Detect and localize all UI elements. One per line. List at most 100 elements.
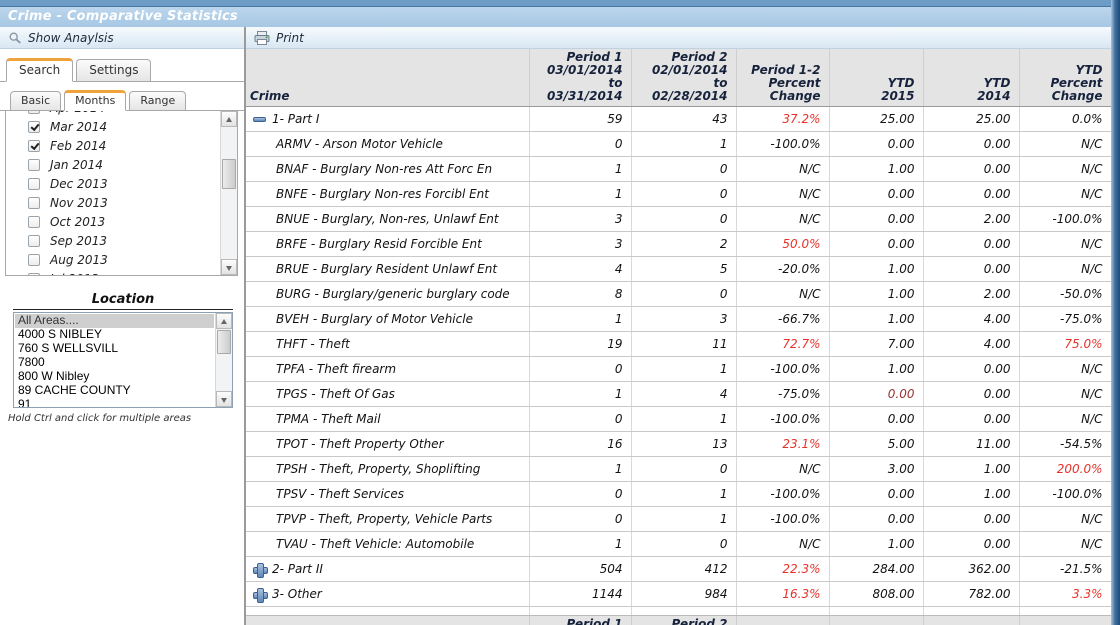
ytd-2014-value: 0.00 bbox=[923, 506, 1020, 532]
period1-value: 1 bbox=[529, 181, 632, 207]
crime-cell: BRFE - Burglary Resid Forcible Ent bbox=[246, 231, 530, 257]
checkbox[interactable] bbox=[28, 234, 40, 247]
checkbox[interactable] bbox=[28, 111, 40, 114]
crime-cell: TPSV - Theft Services bbox=[246, 481, 530, 507]
checkbox[interactable] bbox=[28, 215, 40, 228]
ytd-percent-change-value: 75.0% bbox=[1019, 331, 1112, 357]
crime-cell: TPSH - Theft, Property, Shoplifting bbox=[246, 456, 530, 482]
period1-value: 1 bbox=[529, 456, 632, 482]
table-row-bveh-burglary-of-motor-vehicle: BVEH - Burglary of Motor Vehicle 1 3 -66.7%… bbox=[246, 306, 1112, 332]
ytd-2015-value: 0.00 bbox=[829, 231, 924, 257]
column-header-ytd2014: YTD 2014 bbox=[923, 615, 1020, 625]
location-option-760-s-wellsvill[interactable]: 760 S WELLSVILL bbox=[18, 341, 119, 355]
period2-value: 3 bbox=[631, 306, 737, 332]
search-icon bbox=[9, 31, 21, 44]
location-hint: Hold Ctrl and click for multiple areas bbox=[8, 413, 192, 424]
checkbox[interactable] bbox=[28, 272, 40, 275]
row-label: BURG - Burglary/generic burglary code bbox=[276, 287, 510, 301]
page-scrollbar[interactable] bbox=[1111, 0, 1120, 625]
group-row-label: 3- Other bbox=[246, 587, 529, 603]
scroll-down-button[interactable] bbox=[216, 391, 232, 407]
month-option-jan-2014[interactable]: Jan 2014 bbox=[6, 155, 219, 174]
location-option-4000-s-nibley[interactable]: 4000 S NIBLEY bbox=[18, 327, 103, 341]
location-option-91[interactable]: 91 bbox=[18, 397, 32, 408]
month-option-nov-2013[interactable]: Nov 2013 bbox=[6, 193, 219, 212]
location-scrollbar[interactable] bbox=[215, 313, 232, 407]
month-option-aug-2013[interactable]: Aug 2013 bbox=[6, 250, 219, 269]
month-option-dec-2013[interactable]: Dec 2013 bbox=[6, 174, 219, 193]
group-row-label: 1- Part I bbox=[246, 112, 529, 126]
ytd-2015-value: 284.00 bbox=[829, 556, 924, 582]
scroll-down-button[interactable] bbox=[221, 259, 237, 275]
percent-change-value: 50.0% bbox=[736, 231, 830, 257]
report-area: Print Crime Period 1 03/01/2014 to 03/31/… bbox=[246, 27, 1120, 625]
ytd-2015-value: 5.00 bbox=[829, 431, 924, 457]
collapse-icon[interactable] bbox=[253, 116, 266, 122]
subtab-range[interactable]: Range bbox=[129, 91, 187, 111]
month-option-jul-2013[interactable]: Jul 2013 bbox=[6, 269, 219, 275]
ytd-2014-value: 0.00 bbox=[923, 381, 1020, 407]
row-label: TPSH - Theft, Property, Shoplifting bbox=[276, 462, 481, 476]
table-row-3-other[interactable]: 3- Other 1144 984 16.3% 808.00 782.00 3.3% bbox=[246, 581, 1112, 607]
month-option-apr-2014[interactable]: Apr 2014 bbox=[6, 111, 219, 117]
crime-cell: 3- Other bbox=[246, 581, 530, 607]
percent-change-value: N/C bbox=[736, 181, 830, 207]
period1-value: 19 bbox=[529, 331, 632, 357]
month-option-sep-2013[interactable]: Sep 2013 bbox=[6, 231, 219, 250]
table-row-tpsh-theft-property-shoplifting: TPSH - Theft, Property, Shoplifting 1 0 N/C… bbox=[246, 456, 1112, 482]
location-option-7800[interactable]: 7800 bbox=[18, 355, 45, 369]
expand-icon[interactable] bbox=[253, 562, 268, 578]
tab-search[interactable]: Search bbox=[6, 58, 74, 82]
ytd-2014-value: 1.00 bbox=[923, 456, 1020, 482]
table-row-bnfe-burglary-non-res-forcibl-ent: BNFE - Burglary Non-res Forcibl Ent 1 0 N/C… bbox=[246, 181, 1112, 207]
period1-value: 1 bbox=[529, 156, 632, 182]
table-row-2-part-ii[interactable]: 2- Part II 504 412 22.3% 284.00 362.00 -21.5% bbox=[246, 556, 1112, 582]
percent-change-value: 23.1% bbox=[736, 431, 830, 457]
checkbox-checked[interactable] bbox=[28, 120, 40, 133]
period1-value: 16 bbox=[529, 431, 632, 457]
location-option-89-cache-county[interactable]: 89 CACHE COUNTY bbox=[18, 383, 131, 397]
expand-icon[interactable] bbox=[253, 587, 268, 603]
scrollbar-thumb[interactable] bbox=[217, 330, 231, 354]
printer-icon bbox=[254, 30, 270, 45]
subtab-basic[interactable]: Basic bbox=[10, 91, 62, 111]
row-label: BRFE - Burglary Resid Forcible Ent bbox=[276, 237, 482, 251]
month-option-feb-2014[interactable]: Feb 2014 bbox=[6, 136, 219, 155]
checkbox[interactable] bbox=[28, 158, 40, 171]
checkbox[interactable] bbox=[28, 253, 40, 266]
checkbox[interactable] bbox=[28, 196, 40, 209]
checkbox[interactable] bbox=[28, 177, 40, 190]
crime-cell: BNAF - Burglary Non-res Att Forc En bbox=[246, 156, 530, 182]
row-label: TPMA - Theft Mail bbox=[276, 412, 381, 426]
scrollbar-thumb[interactable] bbox=[222, 159, 236, 189]
location-option-800-w-nibley[interactable]: 800 W Nibley bbox=[18, 369, 90, 383]
sub-tabstrip: Basic Months Range bbox=[0, 87, 244, 111]
ytd-percent-change-value: 200.0% bbox=[1019, 456, 1112, 482]
ytd-2014-value: 0.00 bbox=[923, 181, 1020, 207]
ytd-2014-value: 25.00 bbox=[923, 106, 1020, 132]
show-analysis-button[interactable]: Show Anaylsis bbox=[0, 27, 244, 49]
subtab-months[interactable]: Months bbox=[64, 90, 127, 111]
period1-value: 0 bbox=[529, 481, 632, 507]
crime-cell: TVAU - Theft Vehicle: Automobile bbox=[246, 531, 530, 557]
location-option-all-areas[interactable]: All Areas.... bbox=[15, 314, 214, 328]
percent-change-value: -100.0% bbox=[736, 506, 830, 532]
months-scrollbar[interactable] bbox=[220, 111, 237, 275]
checkbox-checked[interactable] bbox=[28, 139, 40, 152]
month-option-mar-2014[interactable]: Mar 2014 bbox=[6, 117, 219, 136]
gap-cell bbox=[923, 606, 1020, 615]
column-header-ytdpct: YTD Percent Change bbox=[1019, 49, 1112, 107]
table-row-1-part-i[interactable]: 1- Part I 59 43 37.2% 25.00 25.00 0.0% bbox=[246, 106, 1112, 132]
period1-value: 3 bbox=[529, 206, 632, 232]
scroll-up-button[interactable] bbox=[216, 313, 232, 329]
print-button[interactable]: Print bbox=[246, 27, 1120, 49]
ytd-2015-value: 1.00 bbox=[829, 531, 924, 557]
percent-change-value: 16.3% bbox=[736, 581, 830, 607]
month-option-oct-2013[interactable]: Oct 2013 bbox=[6, 212, 219, 231]
sidebar: Show Anaylsis Search Settings Basic Months… bbox=[0, 27, 246, 625]
scroll-up-button[interactable] bbox=[221, 111, 237, 127]
tab-settings[interactable]: Settings bbox=[76, 59, 152, 82]
gap-cell bbox=[736, 606, 830, 615]
period1-value: 3 bbox=[529, 231, 632, 257]
